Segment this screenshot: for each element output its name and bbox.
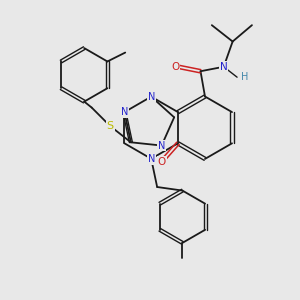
Text: O: O bbox=[171, 62, 179, 72]
Text: S: S bbox=[106, 121, 114, 131]
Text: N: N bbox=[148, 154, 155, 164]
Text: O: O bbox=[158, 157, 166, 167]
Text: N: N bbox=[148, 92, 155, 102]
Text: H: H bbox=[241, 72, 248, 82]
Text: N: N bbox=[220, 62, 228, 72]
Text: N: N bbox=[121, 107, 128, 117]
Text: N: N bbox=[158, 140, 165, 151]
